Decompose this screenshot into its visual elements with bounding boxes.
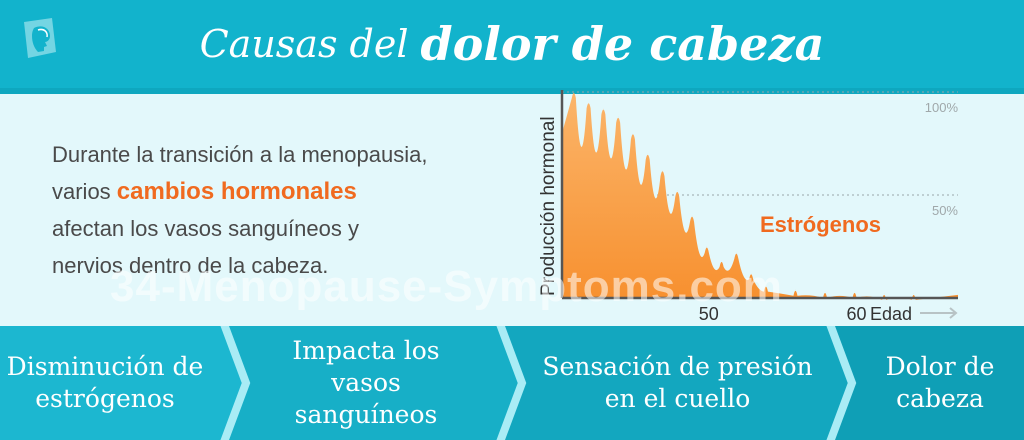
title-bold-part: dolor de cabeza xyxy=(420,17,825,71)
intro-line-2: varios cambios hormonales xyxy=(52,173,522,210)
step-2-label: Impacta los vasos sanguíneos xyxy=(292,336,440,429)
chevron-right-icon xyxy=(826,326,857,440)
step-4-shape xyxy=(830,326,1024,440)
process-steps xyxy=(0,326,1024,440)
face-profile-logo-icon xyxy=(24,18,56,58)
chevron-right-icon xyxy=(496,326,527,440)
x-tick-label: 50 xyxy=(699,304,719,324)
step-2-shape xyxy=(224,326,522,440)
intro-paragraph: Durante la transición a la menopausia, v… xyxy=(52,136,522,284)
y-axis-label: Producción hormonal xyxy=(538,116,559,296)
estrogen-area xyxy=(562,93,958,300)
x-tick-label: 60 xyxy=(847,304,867,324)
intro-line-1: Durante la transición a la menopausia, xyxy=(52,142,428,167)
x-axis-label: Edad xyxy=(870,304,912,324)
content-area xyxy=(0,94,1024,326)
step-1-label: Disminución de estrógenos xyxy=(6,352,204,413)
watermark: 34-Menopause-Symptoms.com xyxy=(110,262,783,311)
title-light-part: Causas del xyxy=(199,22,409,66)
chevron-right-icon xyxy=(220,326,251,440)
header-bar xyxy=(0,0,1024,88)
step-1-shape xyxy=(0,326,246,440)
header-divider xyxy=(0,88,1024,94)
intro-line-2-prefix: varios xyxy=(52,179,117,204)
y-tick-label: 50% xyxy=(932,203,958,218)
step-3-label: Sensación de presión en el cuello xyxy=(542,352,813,413)
arrow-right-icon xyxy=(920,307,958,319)
page-title: Causas del dolor de cabeza xyxy=(0,0,1024,88)
step-3-shape xyxy=(500,326,852,440)
intro-line-4: nervios dentro de la cabeza. xyxy=(52,253,329,278)
series-label: Estrógenos xyxy=(760,212,881,237)
intro-highlight: cambios hormonales xyxy=(116,178,357,205)
step-4-label: Dolor de cabeza xyxy=(885,352,995,413)
estrogen-chart: 100% 50% Producción hormonal Estrógenos 50 60… xyxy=(538,90,959,324)
intro-line-3: afectan los vasos sanguíneos y xyxy=(52,216,359,241)
y-tick-label: 100% xyxy=(925,100,959,115)
